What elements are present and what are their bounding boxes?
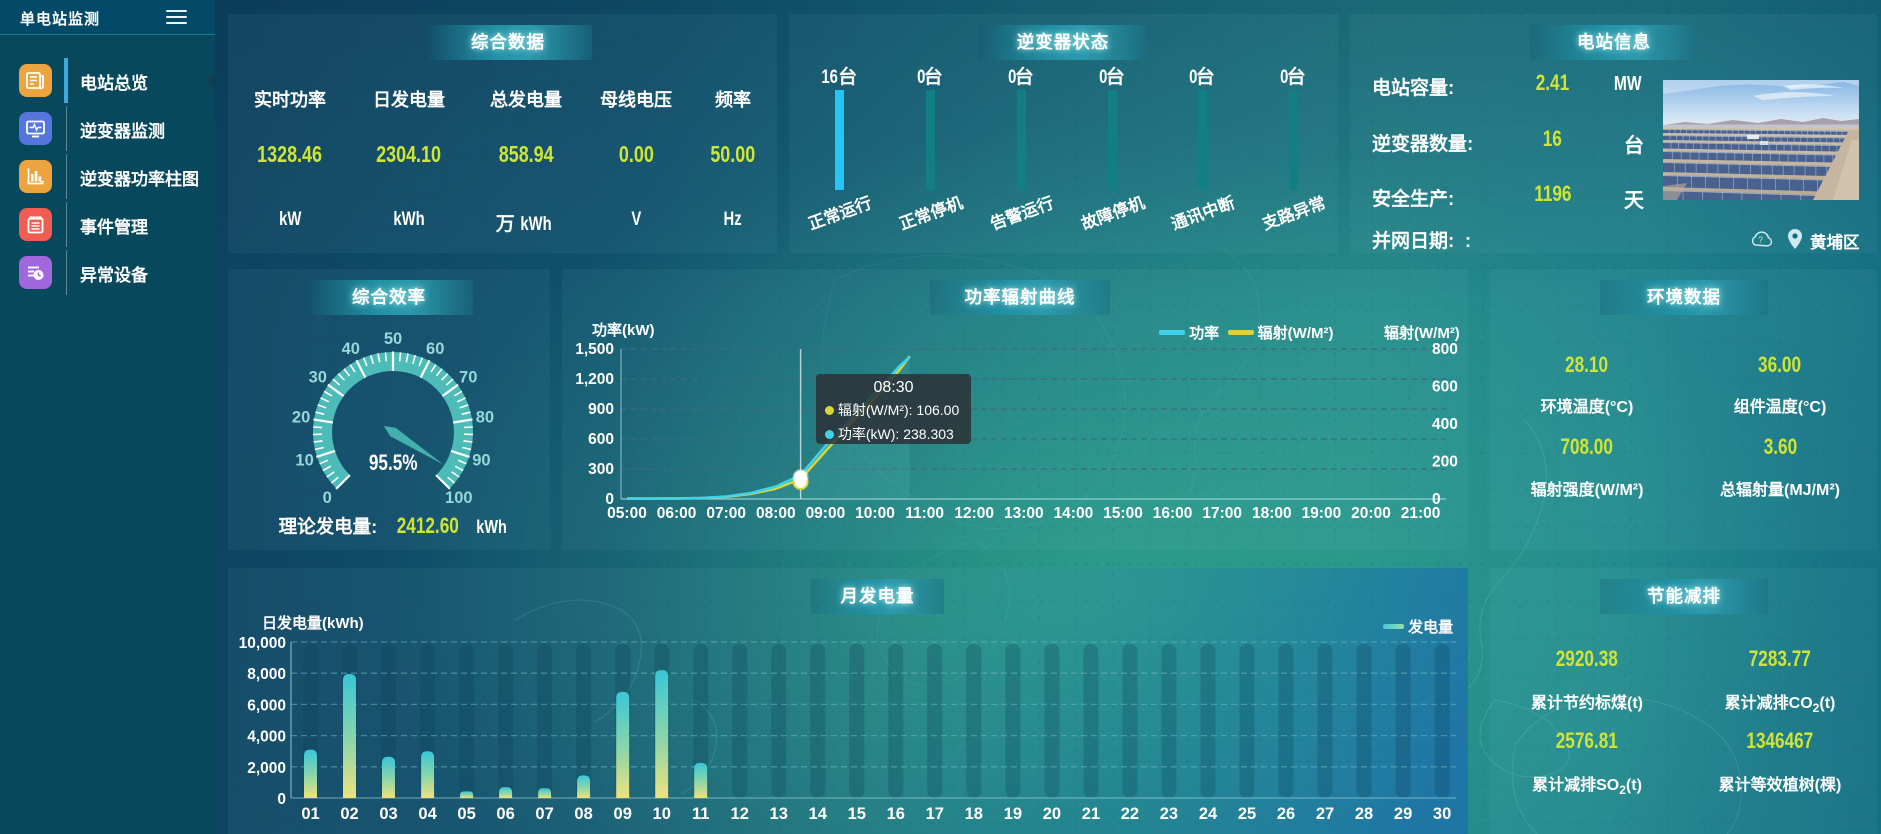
svg-text:15: 15 <box>848 805 866 823</box>
svg-text:20:00: 20:00 <box>1351 505 1391 522</box>
svg-text:6,000: 6,000 <box>247 697 286 714</box>
svg-text:0: 0 <box>277 791 286 808</box>
svg-text:01: 01 <box>301 805 319 823</box>
svg-text:18: 18 <box>965 805 983 823</box>
svg-text:1,500: 1,500 <box>575 341 614 358</box>
svg-text:2,000: 2,000 <box>247 760 286 777</box>
svg-text:0: 0 <box>1432 491 1441 508</box>
svg-text:17: 17 <box>926 805 944 823</box>
svg-text:1,200: 1,200 <box>575 371 614 388</box>
svg-text:19: 19 <box>1004 805 1022 823</box>
svg-text:60: 60 <box>426 340 444 358</box>
svg-text:900: 900 <box>588 401 614 418</box>
svg-text:0: 0 <box>605 491 614 508</box>
svg-text:05:00: 05:00 <box>607 505 647 522</box>
svg-text:40: 40 <box>342 340 360 358</box>
svg-text:15:00: 15:00 <box>1103 505 1143 522</box>
svg-text:21: 21 <box>1082 805 1100 823</box>
svg-text:22: 22 <box>1121 805 1139 823</box>
svg-text:50: 50 <box>384 330 402 348</box>
svg-text:08:00: 08:00 <box>756 505 796 522</box>
svg-text:21:00: 21:00 <box>1401 505 1441 522</box>
svg-text:27: 27 <box>1316 805 1334 823</box>
svg-text:20: 20 <box>1043 805 1061 823</box>
svg-text:100: 100 <box>445 489 473 507</box>
svg-text:19:00: 19:00 <box>1302 505 1342 522</box>
svg-text:10,000: 10,000 <box>239 635 286 652</box>
svg-text:06:00: 06:00 <box>657 505 697 522</box>
svg-text:30: 30 <box>1433 805 1451 823</box>
svg-text:10:00: 10:00 <box>855 505 895 522</box>
svg-text:28: 28 <box>1355 805 1373 823</box>
svg-text:09: 09 <box>614 805 632 823</box>
svg-text:26: 26 <box>1277 805 1295 823</box>
svg-text:10: 10 <box>653 805 671 823</box>
svg-text:4,000: 4,000 <box>247 729 286 746</box>
svg-text:06: 06 <box>496 805 514 823</box>
svg-text:11: 11 <box>692 805 709 823</box>
svg-text:16: 16 <box>887 805 905 823</box>
svg-text:10: 10 <box>295 452 313 470</box>
svg-text:0: 0 <box>323 489 332 507</box>
svg-text:30: 30 <box>309 368 327 386</box>
svg-text:04: 04 <box>418 805 437 823</box>
svg-text:200: 200 <box>1432 454 1458 471</box>
svg-text:17:00: 17:00 <box>1202 505 1242 522</box>
svg-text:03: 03 <box>379 805 397 823</box>
svg-text:20: 20 <box>292 409 310 427</box>
svg-text:600: 600 <box>1432 379 1458 396</box>
svg-text:90: 90 <box>472 452 490 470</box>
svg-text:07:00: 07:00 <box>706 505 746 522</box>
svg-text:16:00: 16:00 <box>1153 505 1193 522</box>
svg-text:18:00: 18:00 <box>1252 505 1292 522</box>
svg-text:14:00: 14:00 <box>1054 505 1094 522</box>
svg-text:11:00: 11:00 <box>905 505 944 522</box>
svg-text:08: 08 <box>574 805 592 823</box>
svg-text:13: 13 <box>770 805 788 823</box>
svg-text:05: 05 <box>457 805 475 823</box>
svg-text:12: 12 <box>731 805 749 823</box>
svg-text:29: 29 <box>1394 805 1412 823</box>
svg-text:25: 25 <box>1238 805 1256 823</box>
svg-text:23: 23 <box>1160 805 1178 823</box>
svg-text:02: 02 <box>340 805 358 823</box>
svg-text:600: 600 <box>588 431 614 448</box>
svg-text:14: 14 <box>809 805 828 823</box>
svg-text:300: 300 <box>588 461 614 478</box>
svg-text:800: 800 <box>1432 341 1458 358</box>
svg-text:24: 24 <box>1199 805 1218 823</box>
svg-text:12:00: 12:00 <box>954 505 994 522</box>
svg-text:400: 400 <box>1432 416 1458 433</box>
svg-text:70: 70 <box>459 368 477 386</box>
svg-text:80: 80 <box>476 409 494 427</box>
svg-text:09:00: 09:00 <box>806 505 846 522</box>
svg-text:?: ? <box>1758 236 1763 245</box>
svg-text:07: 07 <box>535 805 553 823</box>
svg-text:8,000: 8,000 <box>247 666 286 683</box>
svg-text:13:00: 13:00 <box>1004 505 1044 522</box>
